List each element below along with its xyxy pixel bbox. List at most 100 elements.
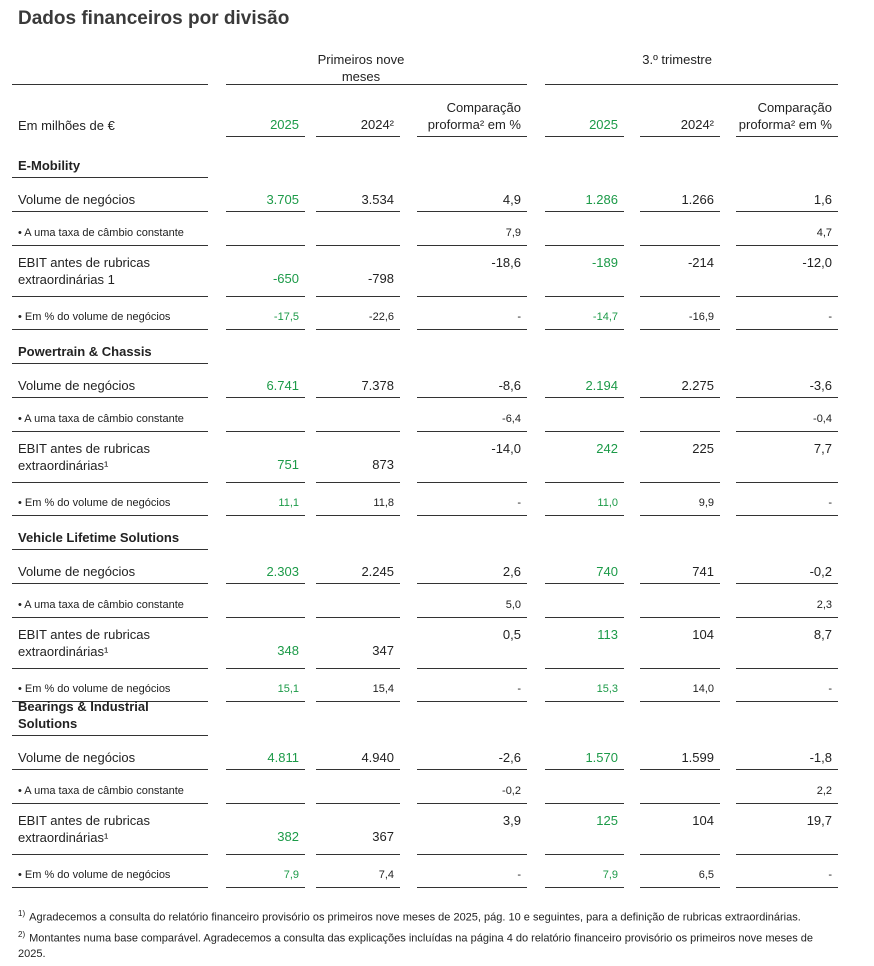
cell-rule	[226, 398, 305, 432]
section-title: Bearings & Industrial Solutions	[12, 699, 208, 736]
cell-value: 11,1	[226, 483, 305, 516]
cell-value: 4,7	[736, 212, 838, 246]
cell-value: 0,5	[417, 618, 527, 669]
row-label: • Em % do volume de negócios	[12, 483, 208, 516]
row-label: EBIT antes de rubricas extraordinárias¹	[12, 432, 208, 483]
cell-value: 4,9	[417, 178, 527, 212]
row-label: EBIT antes de rubricas extraordinárias¹	[12, 804, 208, 855]
cell-value: 2,2	[736, 770, 838, 804]
section-title: E-Mobility	[12, 144, 208, 178]
rule	[12, 84, 208, 85]
cell-rule	[640, 584, 720, 618]
cell-rule	[316, 584, 400, 618]
cell-value: -22,6	[316, 297, 400, 330]
row-label: • Em % do volume de negócios	[12, 669, 208, 702]
cell-value: 5,0	[417, 584, 527, 618]
row-label: EBIT antes de rubricas extraordinárias¹	[12, 618, 208, 669]
row-label: • A uma taxa de câmbio constante	[12, 212, 208, 246]
cell-value: 7,9	[545, 855, 624, 888]
cell-value: -17,5	[226, 297, 305, 330]
cell-value: -12,0	[736, 246, 838, 297]
footnote: 1) Agradecemos a consulta do relatório fi…	[18, 906, 818, 926]
section-title: Vehicle Lifetime Solutions	[12, 516, 208, 550]
cell-value: 7,9	[417, 212, 527, 246]
cell-value: 347	[316, 618, 400, 669]
row-label: • A uma taxa de câmbio constante	[12, 398, 208, 432]
cell-value: 367	[316, 804, 400, 855]
row-label: Volume de negócios	[12, 178, 208, 212]
cell-value: 11,0	[545, 483, 624, 516]
cell-value: -	[736, 855, 838, 888]
cell-value: -	[736, 483, 838, 516]
cell-value: -0,2	[417, 770, 527, 804]
rule	[226, 84, 527, 85]
cell-value: 6.741	[226, 364, 305, 398]
cell-value: 15,4	[316, 669, 400, 702]
cell-rule	[545, 584, 624, 618]
row-label: • Em % do volume de negócios	[12, 297, 208, 330]
section-title: Powertrain & Chassis	[12, 330, 208, 364]
cell-rule	[226, 770, 305, 804]
cell-value: 2.194	[545, 364, 624, 398]
cell-rule	[545, 212, 624, 246]
cell-value: -14,7	[545, 297, 624, 330]
row-label: • A uma taxa de câmbio constante	[12, 584, 208, 618]
cell-value: -0,2	[736, 550, 838, 584]
title: Dados financeiros por divisão	[18, 8, 290, 29]
cell-value: -8,6	[417, 364, 527, 398]
cell-value: 1,6	[736, 178, 838, 212]
cell-value: -798	[316, 246, 400, 297]
cell-rule	[316, 770, 400, 804]
footnote: 2) Montantes numa base comparável. Agrade…	[18, 927, 818, 963]
cell-value: 113	[545, 618, 624, 669]
cell-value: 8,7	[736, 618, 838, 669]
cell-value: -214	[640, 246, 720, 297]
cell-value: 7,9	[226, 855, 305, 888]
cell-value: 19,7	[736, 804, 838, 855]
cell-rule	[640, 398, 720, 432]
cell-value: 3.534	[316, 178, 400, 212]
cell-value: 2,6	[417, 550, 527, 584]
cell-value: 7.378	[316, 364, 400, 398]
cell-rule	[545, 398, 624, 432]
rule	[545, 84, 838, 85]
cell-value: -18,6	[417, 246, 527, 297]
cell-value: -3,6	[736, 364, 838, 398]
column-header: Em milhões de €	[18, 118, 115, 133]
cell-value: 4.940	[316, 736, 400, 770]
cell-value: -1,8	[736, 736, 838, 770]
cell-value: 6,5	[640, 855, 720, 888]
cell-value: 1.599	[640, 736, 720, 770]
row-label: Volume de negócios	[12, 736, 208, 770]
cell-value: 242	[545, 432, 624, 483]
cell-rule	[640, 770, 720, 804]
cell-value: 1.286	[545, 178, 624, 212]
cell-value: -	[417, 669, 527, 702]
cell-value: 2.303	[226, 550, 305, 584]
cell-value: 741	[640, 550, 720, 584]
cell-value: 2.275	[640, 364, 720, 398]
cell-value: 104	[640, 618, 720, 669]
cell-rule	[316, 398, 400, 432]
cell-value: 740	[545, 550, 624, 584]
cell-value: 11,8	[316, 483, 400, 516]
cell-value: 3.705	[226, 178, 305, 212]
cell-value: -	[417, 855, 527, 888]
cell-value: -	[417, 297, 527, 330]
cell-value: -0,4	[736, 398, 838, 432]
column-header: Comparação proforma² em %	[736, 100, 838, 137]
footnotes: 1) Agradecemos a consulta do relatório fi…	[18, 906, 818, 963]
column-header: 2024²	[640, 100, 720, 137]
cell-rule	[226, 584, 305, 618]
cell-value: -	[736, 297, 838, 330]
cell-value: -189	[545, 246, 624, 297]
row-label: • A uma taxa de câmbio constante	[12, 770, 208, 804]
column-header: 2024²	[316, 100, 400, 137]
footnote-text: Agradecemos a consulta do relatório fina…	[29, 911, 801, 924]
row-label: • Em % do volume de negócios	[12, 855, 208, 888]
cell-value: 2.245	[316, 550, 400, 584]
cell-value: 15,3	[545, 669, 624, 702]
cell-value: -	[417, 483, 527, 516]
cell-value: 125	[545, 804, 624, 855]
